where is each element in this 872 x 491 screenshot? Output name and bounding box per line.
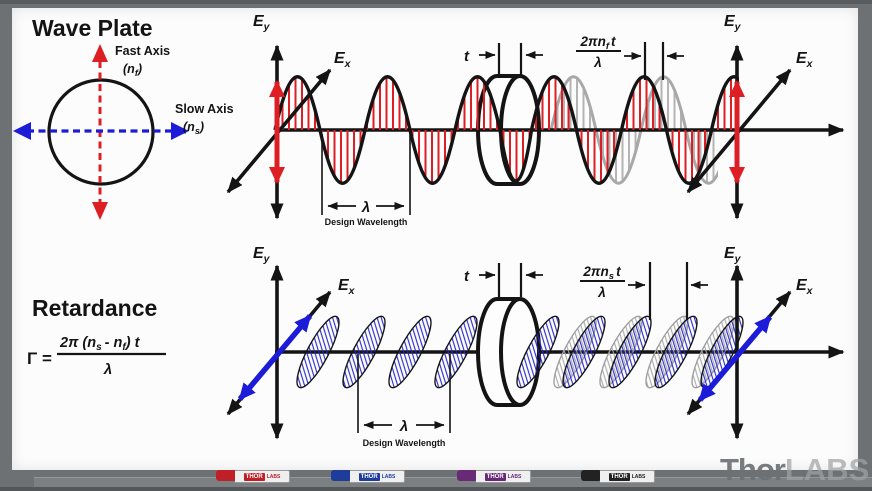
marker-tray-shadow <box>0 487 872 491</box>
fast-axis-index-label: (nf) <box>123 62 142 78</box>
input-coordinate-system-bottom: Ey Ex <box>226 245 356 440</box>
phase-callout-bottom: 2πns t λ <box>580 262 708 320</box>
pen-cap <box>331 470 350 481</box>
pen-brand-label: THOR <box>608 472 630 481</box>
lambda-label-top: λ <box>361 199 370 216</box>
thickness-callout-top: t <box>464 43 543 75</box>
slow-axis-arrow-left-icon <box>13 122 31 140</box>
retardance-legend: Retardance Γ = 2π (ns - nf) t λ <box>27 295 166 378</box>
marker-tray <box>34 477 872 487</box>
retardance-numerator: 2π (ns - nf) t <box>59 335 141 353</box>
pen-cap <box>216 470 235 481</box>
slow-axis-index-label: (ns) <box>183 120 204 136</box>
bottom-wave-diagram: Ey Ex Ey Ex t 2πns t λ <box>226 245 845 448</box>
retardance-title: Retardance <box>32 295 157 321</box>
design-wavelength-caption-top: Design Wavelength <box>325 217 408 227</box>
output-coordinate-system-bottom: Ey Ex <box>686 245 814 440</box>
design-wavelength-caption-bottom: Design Wavelength <box>363 438 446 448</box>
pen-cap <box>457 470 476 481</box>
polarization-arrow-blue-input <box>237 314 313 401</box>
pen-cap <box>581 470 600 481</box>
input-coordinate-system-top: Ey Ex <box>226 13 352 220</box>
wave-plate-circle <box>47 78 155 186</box>
wavelength-callout-bottom: λ Design Wavelength <box>357 354 451 448</box>
phase-callout-top: 2πnf t λ <box>576 34 684 80</box>
marker-pen-red: THOR LABS <box>216 469 290 483</box>
watermark-thor: Thor <box>720 452 786 487</box>
ex-label-top-right: Ex <box>796 50 814 70</box>
pen-brand-label: THOR <box>243 472 265 481</box>
ex-label-bottom-left: Ex <box>338 277 356 297</box>
phase-bottom-numerator: 2πns t <box>582 264 621 282</box>
ey-label-bottom-left: Ey <box>253 245 271 265</box>
polarization-arrow-blue-output <box>697 315 773 402</box>
phase-top-denominator: λ <box>593 55 602 70</box>
wave-plate-legend: Wave Plate Fast Axis (nf) Slow Axis (ns) <box>13 15 234 220</box>
ey-label-top-right: Ey <box>724 13 742 33</box>
ey-label-bottom-right: Ey <box>724 245 742 265</box>
retardance-gamma: Γ = <box>27 349 52 368</box>
marker-pen-blue: THOR LABS <box>331 469 405 483</box>
t-label: t <box>464 268 470 285</box>
pen-brand-label2: LABS <box>507 473 522 480</box>
pen-brand-label: THOR <box>484 472 506 481</box>
wave-plate-cylinder-bottom <box>476 297 541 407</box>
slow-axis-arrow-right-icon <box>171 122 189 140</box>
pen-brand-label2: LABS <box>266 473 281 480</box>
slow-axis-label: Slow Axis <box>175 102 234 116</box>
pen-body: THOR LABS <box>235 470 290 483</box>
pen-body: THOR LABS <box>350 470 405 483</box>
thickness-callout-bottom: t <box>464 263 543 297</box>
watermark-labs: LABS <box>784 452 870 487</box>
lambda-label-bottom: λ <box>399 418 408 435</box>
pen-body: THOR LABS <box>476 470 531 483</box>
whiteboard-frame-top <box>0 0 872 4</box>
fast-axis-label: Fast Axis <box>115 44 170 58</box>
ex-label-top-left: Ex <box>334 50 352 70</box>
pen-brand-label2: LABS <box>631 473 646 480</box>
phase-bottom-denominator: λ <box>597 285 606 300</box>
phase-top-numerator: 2πnf t <box>579 34 616 52</box>
top-wave-diagram: Ey Ex Ey Ex t 2πnf t λ <box>226 13 845 227</box>
marker-pen-black: THOR LABS <box>581 469 655 483</box>
ex-label-bottom-right: Ex <box>796 277 814 297</box>
output-coordinate-system-top: Ey Ex <box>686 13 814 220</box>
pen-brand-label2: LABS <box>381 473 396 480</box>
wave-plate-title: Wave Plate <box>32 15 153 41</box>
retardance-denominator: λ <box>103 361 112 378</box>
marker-pen-purple: THOR LABS <box>457 469 531 483</box>
pen-body: THOR LABS <box>600 470 655 483</box>
wavelength-callout-top: λ Design Wavelength <box>321 134 411 227</box>
t-label: t <box>464 48 470 65</box>
pen-brand-label: THOR <box>358 472 380 481</box>
field-wave-top <box>273 75 739 185</box>
thorlabs-watermark: ThorLABS <box>720 452 869 488</box>
fast-axis-arrow-down-icon <box>92 202 108 220</box>
fast-axis-arrow-up-icon <box>92 44 108 62</box>
ey-label-top-left: Ey <box>253 13 271 33</box>
